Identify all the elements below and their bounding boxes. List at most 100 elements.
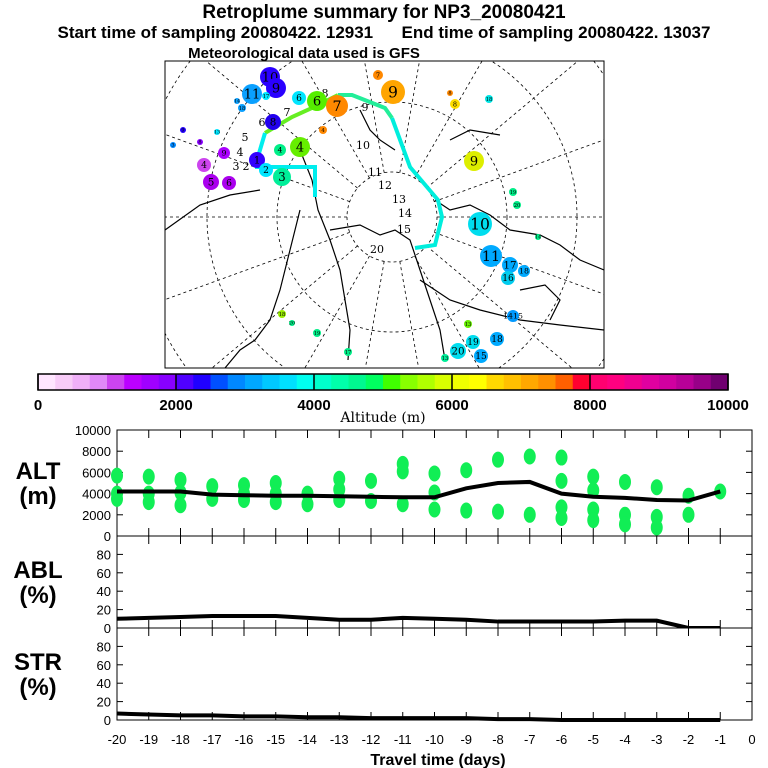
marker-label: 18	[279, 312, 286, 318]
colorbar-tick-label: 4000	[297, 397, 330, 414]
x-tick-label: -17	[203, 732, 222, 747]
trajectory-label: 12	[378, 179, 392, 192]
trajectory-label: 8	[322, 87, 329, 100]
x-tick-label: -4	[619, 732, 631, 747]
marker-dot	[262, 92, 270, 100]
marker-dot	[292, 91, 306, 105]
plume-point	[555, 472, 568, 489]
marker-label: 17	[345, 350, 352, 356]
marker-label: 19	[467, 338, 479, 348]
marker-label: 17	[503, 260, 516, 272]
marker-dot	[450, 343, 466, 359]
plume-marker: 11	[480, 245, 502, 267]
plume-marker: 18	[238, 104, 246, 112]
trajectory-label: 2	[243, 160, 250, 173]
plume-marker: 3	[170, 142, 176, 148]
y-tick-label: 40	[97, 584, 111, 599]
trajectory-label: 4	[237, 146, 244, 159]
plume-marker: 4	[290, 137, 310, 157]
plume-point	[174, 471, 187, 488]
plume-marker: 11	[242, 84, 262, 104]
colorbar-segment	[607, 374, 625, 390]
colorbar-segment	[227, 374, 246, 390]
colorbar-segment	[314, 374, 332, 390]
alt-frame	[116, 429, 753, 537]
colorbar-segment	[383, 374, 401, 390]
colorbar-segment	[245, 374, 263, 390]
plume-marker: 9	[381, 80, 405, 104]
marker-label: 11	[482, 249, 500, 265]
colorbar-tick-label: 0	[34, 397, 42, 414]
colorbar-segment	[89, 374, 108, 390]
colorbar-segment	[279, 374, 298, 390]
marker-dot	[502, 257, 518, 273]
colorbar-segment	[452, 374, 470, 390]
plume-point	[111, 467, 123, 484]
marker-dot	[197, 158, 211, 172]
plume-marker: 8	[447, 90, 453, 96]
plume-marker: 6	[292, 91, 306, 105]
marker-dot	[259, 163, 273, 177]
marker-label: 7	[332, 99, 341, 115]
colorbar-segment	[572, 374, 591, 390]
marker-label: 9	[222, 149, 227, 158]
trajectory-label: 11	[368, 166, 382, 179]
coastline	[449, 129, 501, 141]
marker-label: 14	[234, 98, 240, 104]
y-axis-label: ALT	[16, 458, 61, 485]
trajectory-label: 9	[362, 101, 369, 114]
plume-marker: 7	[326, 95, 348, 117]
x-tick-label: -20	[108, 732, 127, 747]
plume-point	[396, 463, 409, 480]
abl-panel: 0 20 40 60 80 ABL(%)	[13, 535, 753, 636]
plume-marker: 18	[490, 332, 504, 346]
str-frame	[116, 627, 753, 721]
marker-label: 6	[296, 94, 302, 104]
x-tick-label: -15	[266, 732, 285, 747]
colorbar-tick-label: 8000	[573, 397, 606, 414]
marker-label: 9	[388, 83, 398, 101]
plume-marker: 20	[513, 201, 521, 209]
plume-marker: 5	[203, 174, 219, 190]
marker-dot	[289, 320, 295, 326]
y-tick-label: 4000	[82, 487, 111, 502]
marker-label: 19	[314, 331, 321, 337]
trajectory-label: 3	[233, 160, 240, 173]
marker-dot	[509, 188, 517, 196]
marker-label: 5	[208, 177, 215, 189]
marker-dot	[490, 332, 504, 346]
marker-label: 7	[376, 71, 380, 79]
marker-label: 13	[442, 356, 449, 362]
x-tick-label: -7	[524, 732, 536, 747]
marker-label: 2	[263, 166, 269, 176]
coastline	[434, 199, 604, 271]
colorbar-segment	[331, 374, 349, 390]
marker-label: 20	[451, 346, 464, 358]
y-tick-label: 60	[97, 658, 111, 673]
colorbar-tick-label: 6000	[435, 397, 468, 414]
marker-dot	[344, 348, 352, 356]
x-tick-label: -10	[425, 732, 444, 747]
marker-dot	[170, 142, 176, 148]
plume-marker: 1	[249, 152, 265, 168]
plume-marker: 14	[234, 98, 240, 104]
y-tick-label: 8000	[82, 444, 111, 459]
trajectory-label: 13	[392, 193, 406, 206]
marker-label: 8	[453, 100, 457, 108]
colorbar-segment	[434, 374, 453, 390]
y-tick-label: 40	[97, 676, 111, 691]
marker-label: 10	[470, 215, 490, 233]
x-tick-label: -3	[651, 732, 663, 747]
y-tick-label: 10000	[75, 423, 111, 438]
y-tick-label: 20	[97, 695, 111, 710]
str-series-line	[116, 711, 721, 722]
marker-dot	[307, 91, 327, 111]
marker-label: 14	[535, 234, 541, 240]
marker-label: 9	[470, 155, 478, 170]
colorbar-segment	[348, 374, 367, 390]
plume-marker: 10	[468, 212, 492, 236]
plume-marker: 20	[289, 320, 295, 326]
plume-point	[619, 473, 631, 490]
plume-marker: 17	[502, 257, 518, 273]
